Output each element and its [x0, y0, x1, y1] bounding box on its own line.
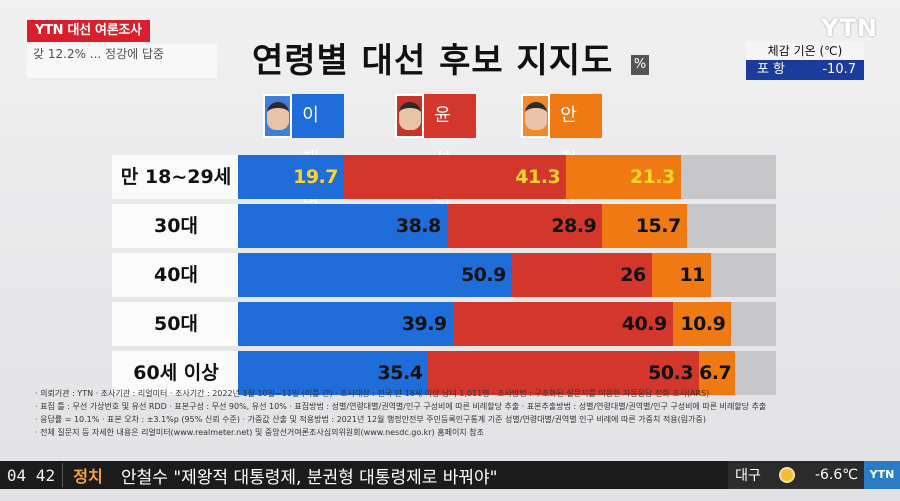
data-label: 10.9: [680, 313, 726, 335]
bar-segment: [672, 302, 732, 346]
bar-segment: [602, 204, 687, 248]
data-label: 19.7: [293, 166, 338, 188]
category-label: 만 18~29세: [112, 155, 240, 199]
category-label: 50대: [112, 302, 240, 346]
bar-segment: [428, 351, 700, 395]
weather-label: 체감 기온 (℃): [746, 42, 864, 60]
bar-segment: [238, 204, 447, 248]
weather-widget-top: 체감 기온 (℃) 포 항 -10.7: [746, 42, 864, 80]
bar-segment: [343, 155, 567, 199]
data-label: 26: [620, 264, 646, 286]
weather-widget-bottom: 대구 -6.6℃: [728, 461, 864, 489]
weather-temp: -10.7: [822, 62, 856, 77]
data-label: 50.9: [460, 264, 506, 286]
weather-city-bottom: 대구: [735, 468, 761, 484]
footnote-line: · 응답률 = 10.1% · 표본 오차 : ±3.1%p (95% 신뢰 수…: [35, 415, 706, 424]
weather-temp-bottom: -6.6℃: [814, 467, 858, 483]
bar-segment: [238, 302, 453, 346]
bar-segment: [566, 155, 681, 199]
data-label: 28.9: [551, 215, 597, 237]
news-category: 정치: [62, 463, 113, 487]
data-label: 21.3: [629, 166, 675, 188]
bar-segment: [651, 253, 711, 297]
data-label: 40.9: [621, 313, 667, 335]
survey-footnotes: · 의뢰기관 : YTN · 조사기관 : 리얼미터 · 조사기간 : 2022…: [35, 387, 885, 439]
ghost-ticker-text: 갖 12.2% ... 정강에 답중: [27, 44, 217, 78]
weather-city: 포 항: [756, 62, 786, 77]
category-label: 40대: [112, 253, 240, 297]
news-ticker-bar: 04 42 정치 안철수 "제왕적 대통령제, 분권형 대통령제로 바꿔야" 대…: [0, 461, 900, 489]
bar-segment: [238, 351, 429, 395]
data-label: 11: [679, 264, 705, 286]
data-label: 41.3: [515, 166, 561, 188]
bar-segment: [699, 351, 736, 395]
channel-logo: YTN: [821, 14, 878, 42]
sun-icon: [778, 466, 796, 484]
weather-row: 포 항 -10.7: [746, 60, 864, 80]
candidate-photo-ahn-icon: [521, 94, 551, 138]
bar-segment: [452, 302, 673, 346]
data-label: 39.9: [401, 313, 447, 335]
legend-item-ahn: 안철수: [521, 94, 602, 214]
candidate-photo-yoon-icon: [395, 94, 425, 138]
news-headline: 안철수 "제왕적 대통령제, 분권형 대통령제로 바꿔야": [121, 467, 498, 488]
unit-badge: %: [631, 55, 649, 75]
chart-title: 연령별 대선 후보 지지도: [252, 41, 614, 81]
data-label: 35.4: [377, 362, 423, 384]
program-tag: YTN 대선 여론조사: [27, 20, 150, 42]
clock: 04 42: [6, 465, 56, 485]
bar-segment: [238, 253, 512, 297]
data-label: 6.7: [699, 362, 732, 384]
category-label: 30대: [112, 204, 240, 248]
bar-segment: [511, 253, 652, 297]
bar-segment: [238, 155, 344, 199]
data-label: 50.3: [648, 362, 694, 384]
footnote-line: · 전체 질문지 등 자세한 내용은 리얼미터(www.realmeter.ne…: [35, 428, 484, 437]
candidate-photo-lee-icon: [263, 94, 293, 138]
bar-segment: [446, 204, 603, 248]
category-label: 60세 이상: [112, 351, 240, 395]
footnote-line: · 표집 틀 : 무선 가상번호 및 유선 RDD · 표본구성 : 무선 90…: [35, 402, 767, 411]
data-label: 38.8: [395, 215, 441, 237]
data-label: 15.7: [635, 215, 681, 237]
channel-logo-bottom: YTN: [864, 461, 900, 489]
footnote-line: · 의뢰기관 : YTN · 조사기관 : 리얼미터 · 조사기간 : 2022…: [35, 389, 710, 398]
